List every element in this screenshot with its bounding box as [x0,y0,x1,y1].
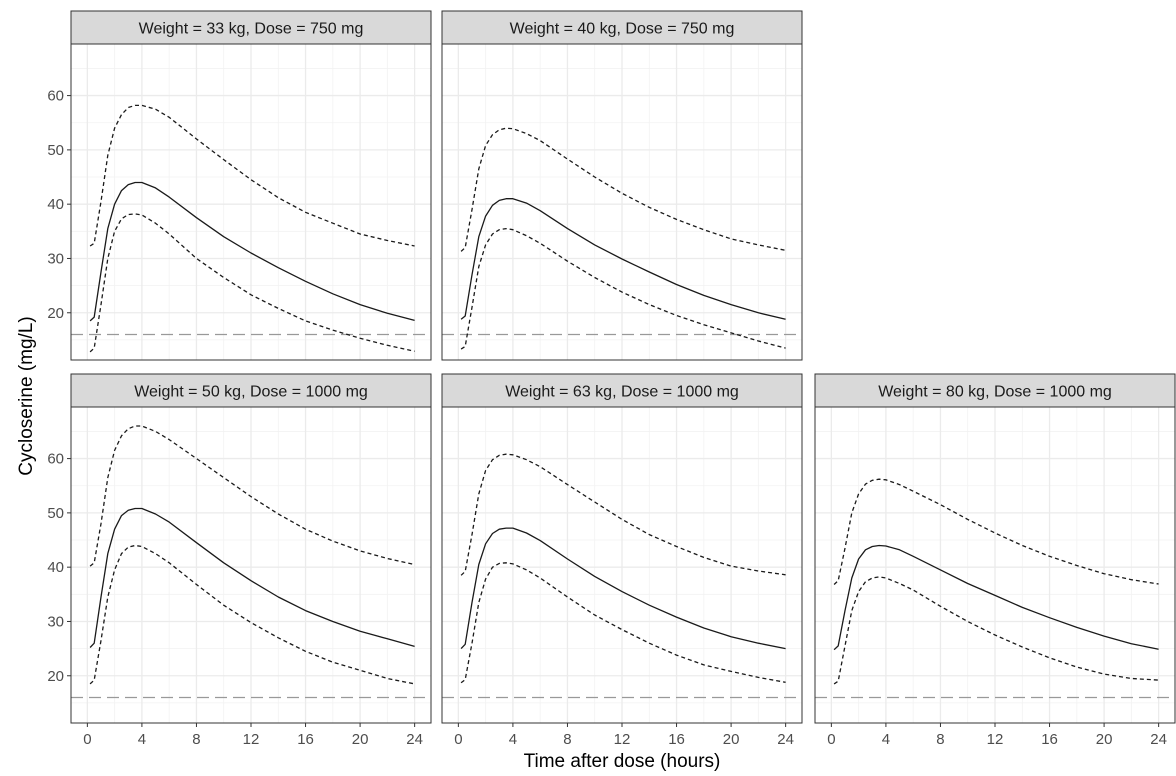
x-tick-label: 12 [614,731,631,748]
x-tick-label: 8 [936,731,944,748]
x-tick-label: 4 [509,731,517,748]
facet-panel-5: Weight = 80 kg, Dose = 1000 mg 0 4 8 12 16 20 2… [814,373,1176,748]
facet-title: Weight = 50 kg, Dose = 1000 mg [134,384,368,401]
x-tick-label: 8 [192,731,200,748]
x-tick-label: 0 [454,731,462,748]
x-tick-label: 20 [1096,731,1113,748]
series-median-line [460,527,786,650]
x-axis-title: Time after dose (hours) [524,751,721,772]
x-tick-label: 20 [352,731,369,748]
x-tick-label: 16 [1041,731,1058,748]
y-tick-label: 50 [47,505,64,522]
y-tick-label: 20 [47,305,64,322]
panel-border [441,43,803,361]
x-tick-label: 24 [777,731,794,748]
x-tick-label: 8 [563,731,571,748]
y-tick-label: 20 [47,668,64,685]
x-tick-label: 24 [406,731,423,748]
series-median-line [89,507,415,648]
x-tick-label: 12 [243,731,260,748]
x-tick-label: 4 [138,731,146,748]
series-upper-line [89,425,415,567]
y-tick-label: 50 [47,142,64,159]
facet-title: Weight = 80 kg, Dose = 1000 mg [878,384,1112,401]
y-tick-label: 30 [47,250,64,267]
series-upper-line [833,478,1159,585]
x-tick-label: 4 [882,731,890,748]
facet-strip [70,10,432,45]
facet-title: Weight = 40 kg, Dose = 750 mg [510,21,735,38]
y-tick-label: 40 [47,196,64,213]
x-tick-label: 16 [297,731,314,748]
series-lower-line [460,227,786,350]
x-tick-label: 20 [723,731,740,748]
y-tick-label: 30 [47,613,64,630]
y-tick-label: 60 [47,88,64,105]
y-axis-title: Cycloserine (mg/L) [16,316,37,475]
facet-panel-4: Weight = 63 kg, Dose = 1000 mg 0 4 8 12 16 20 2… [441,373,803,748]
series-median-line [833,544,1159,651]
x-tick-label: 12 [987,731,1004,748]
facet-strip [814,373,1176,408]
facet-title: Weight = 33 kg, Dose = 750 mg [139,21,364,38]
series-lower-line [89,544,415,685]
facet-panel-3: Weight = 50 kg, Dose = 1000 mg2030405060… [47,373,432,748]
facet-strip [70,373,432,408]
x-tick-label: 16 [668,731,685,748]
series-lower-line [833,576,1159,685]
facet-title: Weight = 63 kg, Dose = 1000 mg [505,384,739,401]
x-tick-label: 0 [827,731,835,748]
series-median-line [460,198,786,320]
x-tick-label: 0 [83,731,91,748]
series-upper-line [89,104,415,247]
x-tick-label: 24 [1150,731,1167,748]
facet-panel-1: Weight = 33 kg, Dose = 750 mg 20 30 40 50 60 [47,10,432,361]
facet-panel-2: Weight = 40 kg, Dose = 750 mg [441,10,803,361]
series-median-line [89,181,415,322]
series-lower-line [460,562,786,684]
panel-border [70,43,432,361]
y-tick-label: 60 [47,451,64,468]
y-tick-label: 40 [47,559,64,576]
series-lower-line [89,213,415,353]
